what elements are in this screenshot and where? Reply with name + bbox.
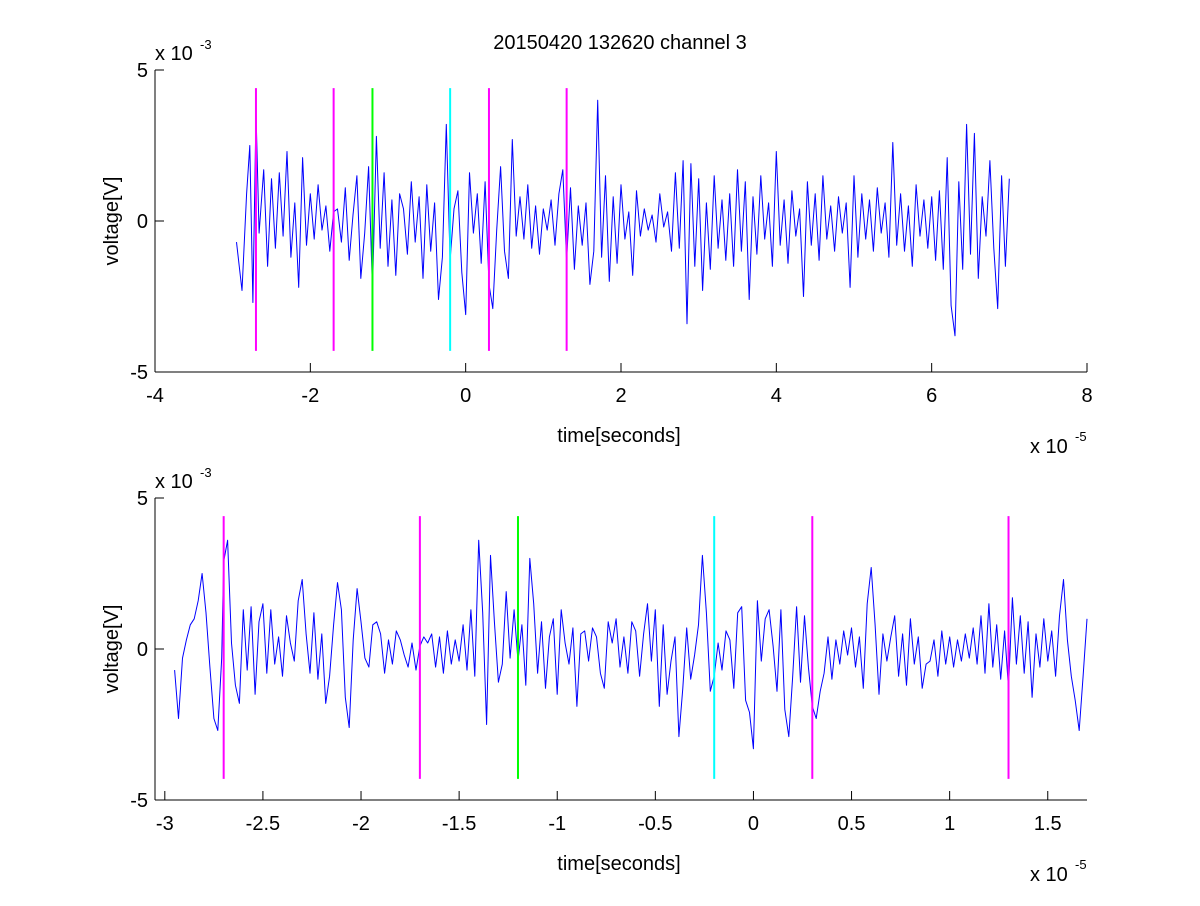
x-tick-label: 4 <box>771 385 782 407</box>
y-tick-label: -5 <box>130 362 148 384</box>
x-axis-label: time[seconds] <box>557 425 680 447</box>
x-exponent-base: x 10 <box>1030 864 1068 886</box>
x-tick-label: -2.5 <box>246 813 280 835</box>
y-exponent-base: x 10 <box>155 43 193 65</box>
x-tick-label: -2 <box>301 385 319 407</box>
x-tick-label: -3 <box>156 813 174 835</box>
x-tick-label: 0.5 <box>838 813 866 835</box>
x-tick-label: 2 <box>615 385 626 407</box>
x-tick-label: -1.5 <box>442 813 476 835</box>
x-exponent-power: -5 <box>1075 429 1087 444</box>
y-axis-label: voltage[V] <box>101 605 123 694</box>
x-axis-label: time[seconds] <box>557 853 680 875</box>
y-exponent-power: -3 <box>200 37 212 52</box>
signal-trace <box>236 99 1010 337</box>
figure-title: 20150420 132620 channel 3 <box>493 32 747 54</box>
y-exponent-power: -3 <box>200 465 212 480</box>
y-tick-label: 5 <box>137 488 148 510</box>
x-tick-label: -2 <box>352 813 370 835</box>
x-tick-label: 6 <box>926 385 937 407</box>
x-tick-label: 0 <box>748 813 759 835</box>
x-exponent-power: -5 <box>1075 857 1087 872</box>
x-tick-label: 8 <box>1081 385 1092 407</box>
x-tick-label: 1 <box>944 813 955 835</box>
top-subplot: -4 -2 0 2 4 6 8 -5 0 5 time[seconds] voltage[V] x 10… <box>101 37 1093 458</box>
bottom-subplot: -3 -2.5 -2 -1.5 -1 -0.5 0 0.5 1 1.5 -5 0 5 time[secon… <box>101 465 1088 886</box>
y-tick-label: -5 <box>130 790 148 812</box>
x-tick-label: -4 <box>146 385 164 407</box>
y-tick-label: 0 <box>137 211 148 233</box>
y-axis-label: voltage[V] <box>101 177 123 266</box>
x-exponent-base: x 10 <box>1030 436 1068 458</box>
x-tick-label: -0.5 <box>638 813 672 835</box>
x-tick-label: -1 <box>548 813 566 835</box>
signal-trace <box>174 539 1088 750</box>
x-tick-label: 0 <box>460 385 471 407</box>
x-tick-label: 1.5 <box>1034 813 1062 835</box>
y-tick-label: 5 <box>137 60 148 82</box>
y-exponent-base: x 10 <box>155 471 193 493</box>
y-tick-label: 0 <box>137 639 148 661</box>
